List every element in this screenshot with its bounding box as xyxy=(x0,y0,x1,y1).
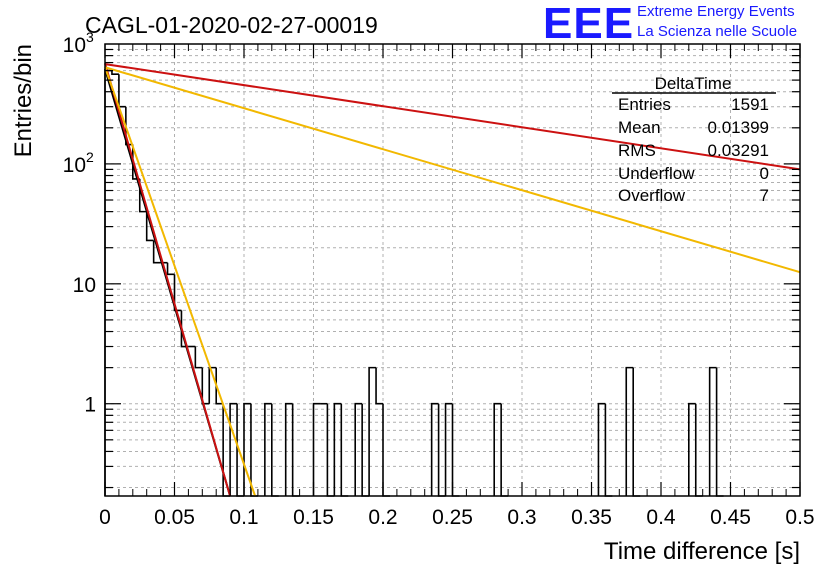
histogram-bin xyxy=(430,402,439,496)
x-tick-label: 0.45 xyxy=(710,506,751,529)
stats-value-underflow: 0 xyxy=(760,164,769,183)
stats-title: DeltaTime xyxy=(655,74,732,93)
x-tick-label: 0.5 xyxy=(785,506,814,529)
histogram-bin xyxy=(715,367,724,497)
histogram-bin xyxy=(694,403,703,497)
histogram-bin xyxy=(173,274,182,312)
eee-logo-line2: La Scienza nelle Scuole xyxy=(637,23,798,40)
histogram-bin xyxy=(152,240,161,264)
x-tick-label: 0.3 xyxy=(507,506,536,529)
histogram-bin xyxy=(354,402,363,496)
histogram-bin xyxy=(229,402,238,496)
histogram-bin xyxy=(312,402,321,496)
x-tick-label: 0.2 xyxy=(368,506,397,529)
histogram-bin xyxy=(333,402,342,496)
histogram-bin xyxy=(166,262,175,276)
histogram-bin xyxy=(688,402,696,496)
y-tick-label: 10 xyxy=(73,274,96,297)
histogram-bin xyxy=(118,74,126,108)
histogram-bin xyxy=(632,367,641,497)
y-tick-label: 10 xyxy=(63,34,86,57)
fit-curve-4 xyxy=(104,66,257,497)
histogram-bin xyxy=(382,403,390,497)
histogram-bin xyxy=(250,403,258,497)
histogram-bin xyxy=(708,366,717,496)
stats-value-overflow: 7 xyxy=(760,186,769,205)
stats-label-rms: RMS xyxy=(618,141,656,160)
y-tick-exponent: 3 xyxy=(86,29,94,45)
histogram-bin xyxy=(493,402,502,496)
stats-label-entries: Entries xyxy=(618,95,671,114)
stats-value-rms: 0.03291 xyxy=(708,141,769,160)
y-tick-label: 1 xyxy=(84,394,96,417)
histogram-bin xyxy=(215,367,224,405)
stats-value-mean: 0.01399 xyxy=(708,118,769,137)
histogram-bin xyxy=(340,403,349,497)
fit-curve-2 xyxy=(104,63,801,171)
histogram-bin xyxy=(271,403,279,497)
histogram-bin xyxy=(597,402,606,496)
histogram-bin xyxy=(201,367,210,405)
x-tick-label: 0 xyxy=(99,506,111,529)
stats-box: DeltaTime Entries 1591 Mean 0.01399 RMS … xyxy=(612,74,776,205)
histogram-bin xyxy=(361,403,370,497)
x-axis-label: Time difference [s] xyxy=(604,538,800,565)
x-tick-label: 0.35 xyxy=(571,506,612,529)
x-tick-label: 0.4 xyxy=(646,506,676,529)
histogram-bin xyxy=(111,70,119,75)
x-tick-label: 0.15 xyxy=(293,506,334,529)
histogram-bin xyxy=(437,403,446,497)
histogram-bin xyxy=(145,211,154,242)
stats-label-underflow: Underflow xyxy=(618,164,695,183)
histogram-bin xyxy=(375,367,383,405)
axes: 0 0.05 0.1 0.15 0.2 0.25 0.3 0.35 0.4 0.45 0.5 1 10 1… xyxy=(63,29,815,529)
stats-label-mean: Mean xyxy=(618,118,661,137)
eee-logo-line1: Extreme Energy Events xyxy=(637,3,795,20)
histogram-bin xyxy=(451,403,460,497)
histogram-bin xyxy=(284,402,293,496)
histogram-bin xyxy=(291,403,300,497)
stats-value-entries: 1591 xyxy=(731,95,769,114)
y-axis-label: Entries/bin xyxy=(10,44,37,157)
histogram-bin xyxy=(194,346,203,369)
histogram-bin xyxy=(625,366,634,496)
histogram-bin xyxy=(500,403,509,497)
y-tick-label: 10 xyxy=(63,154,86,177)
histogram-bin xyxy=(604,403,613,497)
fit-curve-3 xyxy=(104,66,801,274)
fit-curves xyxy=(104,63,801,497)
x-tick-label: 0.05 xyxy=(154,506,195,529)
eee-logo-mark: EEE xyxy=(543,0,635,48)
histogram-bin xyxy=(326,403,335,497)
grid-lines xyxy=(105,44,800,496)
x-tick-label: 0.1 xyxy=(229,506,258,529)
y-tick-exponent: 2 xyxy=(86,149,94,165)
histogram-bin xyxy=(368,366,377,496)
fit-curve-1 xyxy=(104,63,232,497)
chart-title: CAGL-01-2020-02-27-00019 xyxy=(85,12,378,38)
histogram-bin xyxy=(444,402,453,496)
histogram-bin xyxy=(264,402,272,496)
stats-label-overflow: Overflow xyxy=(618,186,686,205)
x-tick-label: 0.25 xyxy=(432,506,473,529)
histogram-bin xyxy=(125,106,133,146)
